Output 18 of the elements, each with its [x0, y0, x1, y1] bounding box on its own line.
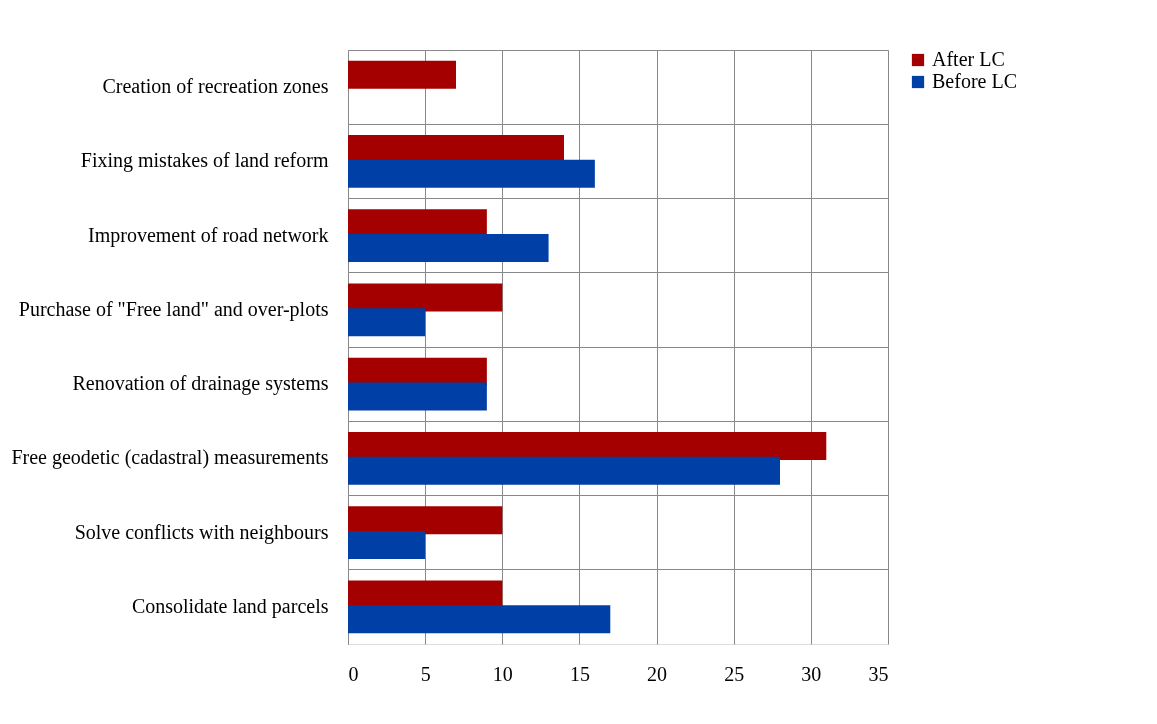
x-tick-label: 5 [420, 662, 431, 685]
x-tick-label: 25 [724, 662, 745, 685]
x-tick-label: 10 [492, 662, 513, 685]
x-tick-label: 35 [868, 662, 889, 685]
y-tick-label: Free geodetic (cadastral) measurements [11, 446, 329, 470]
y-tick-label: Improvement of road network [88, 223, 329, 247]
y-tick-label: Creation of recreation zones [102, 75, 329, 98]
x-tick-label: 0 [348, 662, 359, 685]
y-tick-label: Solve conflicts with neighbours [74, 520, 329, 544]
x-tick-label: 30 [801, 662, 822, 685]
y-tick-label: Renovation of drainage systems [72, 372, 329, 396]
x-tick-label: 20 [647, 662, 668, 685]
y-tick-label: Consolidate land parcels [131, 594, 329, 618]
x-tick-label: 15 [569, 662, 590, 685]
y-tick-label: Fixing mistakes of land reform [80, 149, 329, 173]
y-tick-label: Purchase of "Free land" and over-plots [18, 297, 329, 321]
legend-label: After LC [932, 48, 1005, 70]
legend-label: Before LC [932, 70, 1017, 92]
